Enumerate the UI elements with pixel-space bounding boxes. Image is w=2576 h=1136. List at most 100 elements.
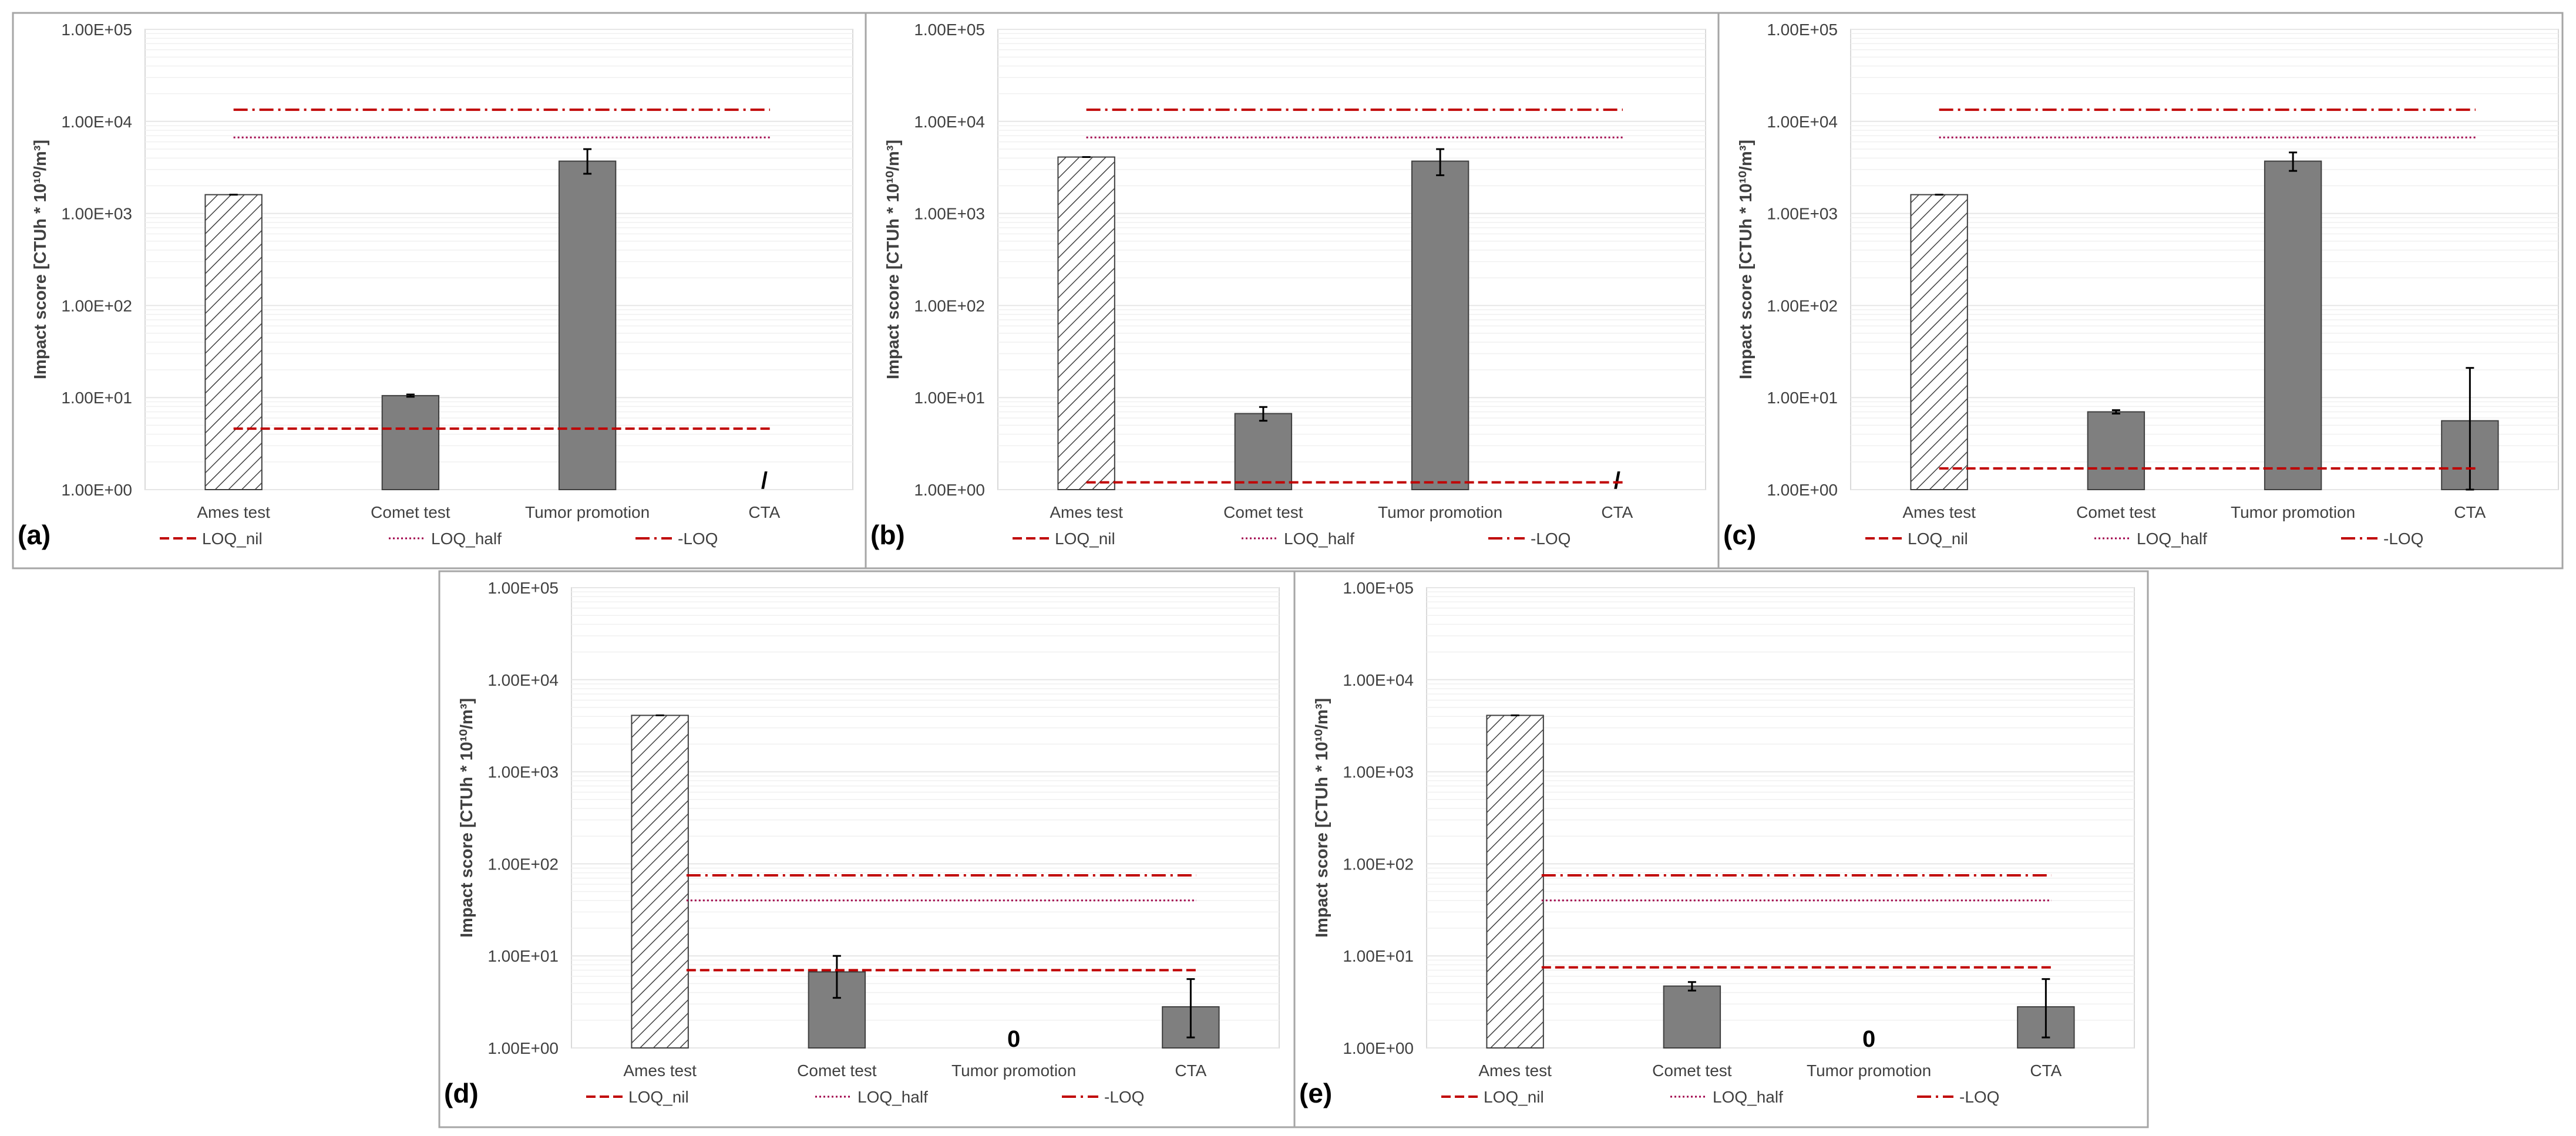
y-tick-label: 1.00E+05: [1343, 579, 1414, 597]
legend-label: LOQ_half: [1713, 1088, 1783, 1106]
y-tick-label: 1.00E+02: [914, 296, 985, 315]
bar-tumor-promotion: [2264, 160, 2322, 490]
legend-entry: -LOQ: [2341, 530, 2423, 548]
legend-entry: LOQ_half: [1670, 1088, 1783, 1106]
x-tick-label: Tumor promotion: [1378, 503, 1502, 521]
legend-label: LOQ_nil: [202, 530, 263, 548]
x-tick-label: Ames test: [1050, 503, 1123, 521]
error-bar: [832, 955, 841, 999]
panel-label: (a): [18, 520, 51, 550]
no-data-marker: 0: [1007, 1026, 1020, 1052]
bar-comet-test: [1234, 413, 1293, 491]
panel-label: (c): [1723, 520, 1756, 550]
y-tick-label: 1.00E+01: [61, 389, 132, 407]
error-bar: [1186, 978, 1195, 1039]
bar-ames-test: [204, 194, 263, 490]
y-tick-label: 1.00E+02: [487, 855, 559, 873]
error-bar: [2111, 409, 2120, 414]
minor-gridlines: [145, 33, 853, 463]
x-tick-label: CTA: [2030, 1061, 2062, 1080]
y-tick-label: 1.00E+02: [61, 296, 132, 315]
bar-ames-test: [1486, 714, 1544, 1049]
error-bar: [1436, 148, 1445, 177]
y-tick-label: 1.00E+01: [1343, 947, 1414, 965]
x-tick-label: CTA: [1601, 503, 1633, 521]
bar-tumor-promotion: [558, 160, 617, 490]
legend-label: -LOQ: [1531, 530, 1571, 548]
no-data-marker: /: [1614, 468, 1620, 494]
x-tick-label: Tumor promotion: [525, 503, 650, 521]
legend-label: -LOQ: [678, 530, 718, 548]
y-axis-label: Impact score [CTUh * 10¹⁰/m³]: [1313, 698, 1331, 938]
legend-label: LOQ_half: [431, 530, 502, 548]
panel-frame: [438, 570, 1296, 1128]
y-tick-label: 1.00E+00: [1767, 481, 1838, 499]
legend-entry: LOQ_nil: [1013, 530, 1115, 548]
y-tick-label: 1.00E+04: [61, 113, 132, 131]
y-tick-label: 1.00E+03: [61, 205, 132, 223]
legend-label: LOQ_nil: [1055, 530, 1115, 548]
legend-label: LOQ_half: [857, 1088, 928, 1106]
x-tick-label: CTA: [1175, 1061, 1206, 1080]
y-tick-label: 1.00E+04: [914, 113, 985, 131]
bar-tumor-promotion: [1411, 160, 1469, 490]
minor-gridlines: [998, 33, 1706, 463]
x-tick-label: CTA: [748, 503, 780, 521]
y-tick-label: 1.00E+01: [1767, 389, 1838, 407]
error-bar: [583, 148, 592, 175]
y-tick-label: 1.00E+05: [487, 579, 559, 597]
legend-label: -LOQ: [2383, 530, 2423, 548]
no-data-marker: 0: [1862, 1026, 1875, 1052]
minor-gridlines: [1427, 591, 2134, 1021]
no-data-marker: /: [761, 468, 768, 494]
y-tick-label: 1.00E+00: [914, 481, 985, 499]
legend-entry: LOQ_half: [389, 530, 502, 548]
bar-ames-test: [631, 714, 689, 1049]
legend-entry: -LOQ: [1062, 1088, 1144, 1106]
panel-label: (d): [444, 1078, 479, 1108]
legend-entry: -LOQ: [635, 530, 718, 548]
y-tick-label: 1.00E+04: [1343, 671, 1414, 689]
x-tick-label: Comet test: [797, 1061, 877, 1080]
bar-comet-test: [1663, 985, 1721, 1049]
bar-comet-test: [381, 395, 440, 490]
legend-label: LOQ_nil: [1908, 530, 1968, 548]
y-tick-label: 1.00E+03: [1343, 763, 1414, 781]
chart-panel-3: 1.00E+00 1.00E+01 1.00E+02 1.00E+03 1.00E+04…: [438, 570, 1296, 1128]
y-tick-label: 1.00E+05: [61, 21, 132, 39]
x-tick-label: Ames test: [1902, 503, 1976, 521]
y-tick-label: 1.00E+05: [1767, 21, 1838, 39]
legend-entry: LOQ_half: [815, 1088, 928, 1106]
error-bar: [406, 393, 415, 398]
legend-label: LOQ_half: [2137, 530, 2207, 548]
panel-label: (e): [1299, 1078, 1332, 1108]
error-bar: [1687, 981, 1696, 992]
y-tick-label: 1.00E+00: [487, 1039, 559, 1057]
bar-comet-test: [2087, 411, 2145, 491]
legend-entry: -LOQ: [1917, 1088, 1999, 1106]
minor-gridlines: [571, 591, 1279, 1021]
x-tick-label: Ames test: [1478, 1061, 1552, 1080]
error-bar: [1259, 406, 1267, 422]
y-axis-label: Impact score [CTUh * 10¹⁰/m³]: [1737, 140, 1756, 379]
x-tick-label: Ames test: [623, 1061, 697, 1080]
legend-entry: LOQ_half: [1242, 530, 1354, 548]
y-tick-label: 1.00E+05: [914, 21, 985, 39]
legend-entry: LOQ_nil: [1865, 530, 1968, 548]
y-tick-label: 1.00E+00: [1343, 1039, 1414, 1057]
x-tick-label: Tumor promotion: [951, 1061, 1076, 1080]
minor-gridlines: [1851, 33, 2558, 463]
y-tick-label: 1.00E+00: [61, 481, 132, 499]
chart-panel-4: 1.00E+00 1.00E+01 1.00E+02 1.00E+03 1.00E+04…: [1293, 570, 2149, 1128]
chart-panel-1: 1.00E+00 1.00E+01 1.00E+02 1.00E+03 1.00E+04…: [865, 12, 1720, 569]
legend-entry: LOQ_nil: [160, 530, 263, 548]
legend-entry: LOQ_nil: [586, 1088, 689, 1106]
x-tick-label: Comet test: [371, 503, 450, 521]
x-tick-label: Tumor promotion: [2231, 503, 2355, 521]
x-tick-label: Ames test: [197, 503, 270, 521]
x-tick-label: Comet test: [1652, 1061, 1732, 1080]
y-axis-label: Impact score [CTUh * 10¹⁰/m³]: [458, 698, 476, 938]
y-axis-label: Impact score [CTUh * 10¹⁰/m³]: [884, 140, 903, 379]
x-tick-label: Comet test: [2076, 503, 2156, 521]
